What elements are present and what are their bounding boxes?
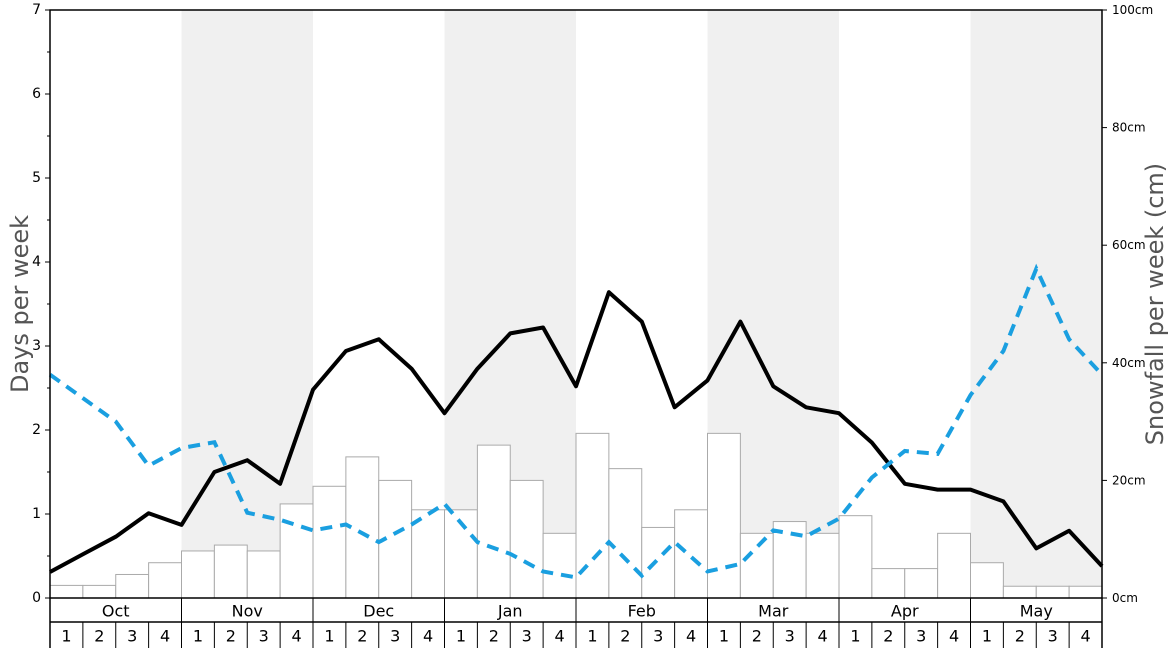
left-tick-label: 3 bbox=[32, 338, 41, 354]
week-label: 1 bbox=[587, 627, 597, 646]
week-label: 1 bbox=[719, 627, 729, 646]
week-label: 3 bbox=[1048, 627, 1058, 646]
bottom-axis: Oct Nov Dec Jan Feb Mar Apr May 1 2 3 4 1 2 3 4 1 2 3 4 1 2 3 4… bbox=[49, 598, 1103, 648]
month-label: Nov bbox=[232, 602, 263, 621]
snowfall-bar bbox=[608, 468, 643, 599]
left-axis-title: Days per week bbox=[6, 215, 34, 393]
week-label: 1 bbox=[324, 627, 334, 646]
week-label: 1 bbox=[850, 627, 860, 646]
week-label: 3 bbox=[916, 627, 926, 646]
snowfall-bar bbox=[739, 532, 774, 599]
left-tick-label: 4 bbox=[32, 254, 41, 270]
month-label: Oct bbox=[102, 602, 130, 621]
week-label: 1 bbox=[61, 627, 71, 646]
week-label: 2 bbox=[94, 627, 104, 646]
week-label: 2 bbox=[1015, 627, 1025, 646]
right-tick-label: 60cm bbox=[1112, 238, 1146, 252]
snowfall-bar bbox=[476, 444, 511, 599]
week-label: 2 bbox=[489, 627, 499, 646]
month-shade bbox=[181, 10, 313, 598]
week-label: 4 bbox=[949, 627, 959, 646]
chart-lines bbox=[48, 263, 1104, 580]
snowfall-bar bbox=[542, 532, 577, 599]
snowfall-bar bbox=[937, 532, 971, 599]
snowfall-bar bbox=[838, 515, 873, 599]
snowfall-bar bbox=[674, 509, 708, 599]
week-label: 1 bbox=[982, 627, 992, 646]
month-label: Feb bbox=[628, 602, 656, 621]
left-tick-label: 7 bbox=[32, 2, 41, 18]
snowfall-bar bbox=[246, 550, 281, 599]
week-label: 2 bbox=[883, 627, 893, 646]
snowfall-bar bbox=[181, 550, 215, 599]
snowfall-bar bbox=[805, 532, 840, 599]
week-label: 2 bbox=[752, 627, 762, 646]
month-label: Mar bbox=[758, 602, 789, 621]
days-line bbox=[49, 290, 1104, 574]
snowfall-bar bbox=[707, 432, 741, 599]
week-label: 2 bbox=[226, 627, 236, 646]
snowfall-bar bbox=[1068, 585, 1103, 599]
week-label: 3 bbox=[653, 627, 663, 646]
right-tick-label: 20cm bbox=[1112, 473, 1146, 487]
snowfall-bar bbox=[1035, 585, 1070, 599]
snowfall-bar bbox=[312, 485, 347, 599]
left-tick-label: 5 bbox=[32, 170, 41, 186]
week-label: 2 bbox=[357, 627, 367, 646]
month-label: Jan bbox=[497, 602, 523, 621]
week-label: 4 bbox=[817, 627, 827, 646]
right-tick-label: 40cm bbox=[1112, 356, 1146, 370]
right-tick-label: 80cm bbox=[1112, 121, 1146, 135]
right-tick-label: 100cm bbox=[1112, 3, 1153, 17]
left-tick-label: 0 bbox=[32, 590, 41, 606]
left-tick-label: 2 bbox=[32, 422, 41, 438]
week-label: 4 bbox=[554, 627, 564, 646]
left-tick-label: 6 bbox=[32, 86, 41, 102]
snowfall-bar bbox=[904, 568, 939, 599]
snowfall-bar bbox=[213, 544, 248, 599]
month-label: Dec bbox=[363, 602, 394, 621]
snowfall-bar bbox=[871, 568, 906, 599]
right-tick-label: 0cm bbox=[1112, 591, 1138, 605]
month-label: May bbox=[1020, 602, 1053, 621]
week-label: 3 bbox=[785, 627, 795, 646]
right-axis-title: Snowfall per week (cm) bbox=[1141, 163, 1168, 445]
snowfall-bar bbox=[970, 562, 1004, 599]
month-shading bbox=[181, 10, 1102, 598]
week-label: 3 bbox=[259, 627, 269, 646]
week-label: 1 bbox=[193, 627, 203, 646]
snowfall-bar bbox=[641, 526, 676, 599]
week-label: 4 bbox=[291, 627, 301, 646]
week-label: 4 bbox=[423, 627, 433, 646]
snowfall-bar bbox=[148, 562, 182, 599]
week-label: 3 bbox=[127, 627, 137, 646]
snowfall-bar bbox=[509, 479, 544, 599]
week-label: 4 bbox=[686, 627, 696, 646]
week-label: 1 bbox=[456, 627, 466, 646]
month-shade bbox=[970, 10, 1102, 598]
left-axis: 0 1 2 3 4 5 6 7 bbox=[32, 2, 50, 606]
week-label: 4 bbox=[1080, 627, 1090, 646]
month-label: Apr bbox=[891, 602, 919, 621]
week-label: 3 bbox=[522, 627, 532, 646]
right-axis: 0cm 20cm 40cm 60cm 80cm 100cm bbox=[1102, 3, 1153, 605]
snowfall-line bbox=[48, 263, 1104, 580]
snowfall-bar bbox=[115, 573, 150, 599]
week-label: 4 bbox=[160, 627, 170, 646]
snowfall-bar bbox=[49, 584, 84, 599]
week-label: 2 bbox=[620, 627, 630, 646]
left-tick-label: 1 bbox=[32, 506, 41, 522]
snowfall-bar bbox=[1002, 585, 1037, 599]
snowfall-bar bbox=[82, 584, 117, 599]
week-label: 3 bbox=[390, 627, 400, 646]
snowfall-bar bbox=[279, 503, 314, 599]
